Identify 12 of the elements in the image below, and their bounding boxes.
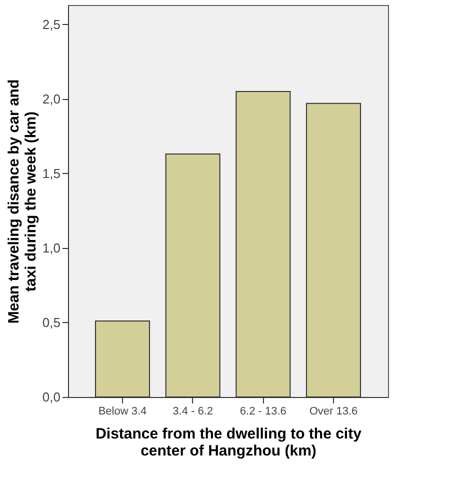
y-tick-label: 2,5 [42, 16, 60, 32]
x-axis-title: Distance from the dwelling to the city center of Hangzhou (km) [96, 426, 362, 460]
x-tick-label: Over 13.6 [309, 406, 358, 418]
y-axis-title: Mean traveling disance by car and taxi during the week (km) [5, 79, 40, 324]
y-tick-label: 2,0 [42, 91, 60, 106]
y-tick-label: 1,0 [42, 240, 60, 256]
y-tick-label: 0,5 [42, 314, 60, 330]
y-tick-label: 1,5 [42, 166, 60, 181]
x-tick-label: 6.2 - 13.6 [240, 406, 286, 418]
x-tick-label: Below 3.4 [98, 406, 147, 418]
y-tick-label: 0,0 [42, 390, 60, 404]
x-tick-label: 3.4 - 6.2 [172, 406, 214, 418]
